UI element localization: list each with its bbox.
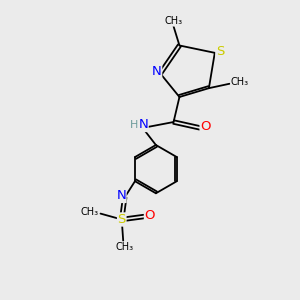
Text: N: N — [116, 189, 126, 203]
Text: CH₃: CH₃ — [80, 207, 98, 217]
Text: CH₃: CH₃ — [231, 77, 249, 87]
Text: CH₃: CH₃ — [164, 16, 183, 26]
Text: O: O — [145, 208, 155, 222]
Text: N: N — [152, 65, 162, 79]
Text: N: N — [138, 118, 148, 131]
Text: O: O — [200, 120, 211, 133]
Text: H: H — [130, 120, 138, 130]
Text: S: S — [216, 45, 224, 58]
Text: S: S — [118, 213, 126, 226]
Text: CH₃: CH₃ — [116, 242, 134, 252]
